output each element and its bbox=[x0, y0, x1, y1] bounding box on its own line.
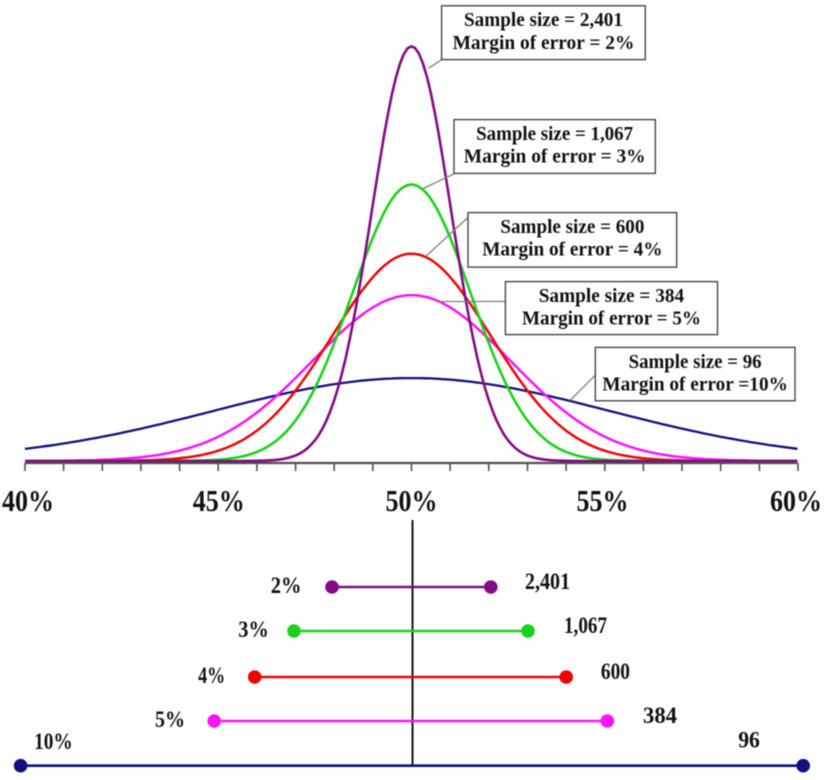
svg-text:Sample size = 1,067: Sample size = 1,067 bbox=[476, 123, 633, 145]
svg-text:600: 600 bbox=[601, 659, 630, 684]
svg-text:Margin of error = 4%: Margin of error = 4% bbox=[482, 239, 662, 261]
svg-text:Margin of error = 3%: Margin of error = 3% bbox=[464, 146, 646, 168]
svg-text:3%: 3% bbox=[238, 617, 269, 642]
svg-text:5%: 5% bbox=[155, 707, 185, 732]
svg-text:384: 384 bbox=[643, 703, 677, 728]
svg-text:96: 96 bbox=[738, 728, 760, 753]
svg-text:4%: 4% bbox=[198, 663, 225, 688]
svg-text:Margin of error =10%: Margin of error =10% bbox=[602, 374, 788, 396]
svg-text:Sample size = 2,401: Sample size = 2,401 bbox=[464, 9, 623, 31]
svg-text:Sample size = 384: Sample size = 384 bbox=[539, 285, 685, 307]
svg-text:Sample size = 600: Sample size = 600 bbox=[500, 216, 644, 238]
svg-text:2%: 2% bbox=[271, 573, 302, 598]
svg-text:50%: 50% bbox=[386, 483, 438, 518]
svg-text:Margin of error = 2%: Margin of error = 2% bbox=[453, 32, 635, 54]
svg-text:60%: 60% bbox=[770, 483, 822, 518]
svg-text:2,401: 2,401 bbox=[525, 569, 570, 594]
svg-text:10%: 10% bbox=[34, 729, 73, 754]
svg-text:1,067: 1,067 bbox=[564, 613, 607, 638]
svg-text:45%: 45% bbox=[193, 483, 245, 518]
svg-text:Margin of error = 5%: Margin of error = 5% bbox=[522, 308, 701, 330]
svg-text:55%: 55% bbox=[577, 483, 629, 518]
svg-text:40%: 40% bbox=[2, 483, 54, 518]
svg-text:Sample size = 96: Sample size = 96 bbox=[629, 351, 762, 373]
